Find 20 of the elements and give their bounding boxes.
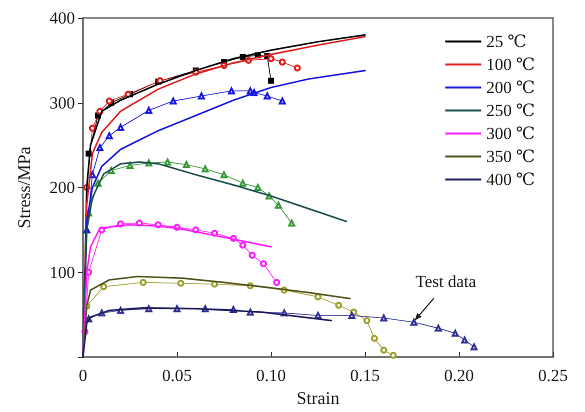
legend-label: 300 ℃	[486, 124, 536, 143]
legend-label: 350 ℃	[486, 147, 536, 166]
x-tick-label: 0.20	[444, 366, 474, 385]
y-tick-label: 400	[50, 8, 75, 28]
annotation: Test data	[416, 272, 476, 292]
x-tick-label: 0	[78, 366, 88, 385]
y-tick-label: 300	[50, 93, 75, 112]
legend-label: 250 ℃	[486, 101, 536, 120]
x-tick-label: 0.05	[162, 366, 192, 385]
x-axis-title: Strain	[296, 388, 340, 408]
legend-label: 400 ℃	[486, 170, 536, 189]
y-tick-label: 200	[50, 178, 75, 197]
legend-label: 100 ℃	[486, 55, 536, 74]
y-axis-title: Stress/MPa	[14, 146, 34, 229]
x-tick-label: 0.15	[350, 366, 380, 385]
y-tick-label: 100	[50, 262, 75, 282]
x-tick-label: 0.10	[256, 366, 286, 385]
legend-label: 25 ℃	[486, 32, 527, 51]
x-tick-label: 0.25	[538, 366, 568, 385]
legend-label: 200 ℃	[486, 78, 536, 97]
